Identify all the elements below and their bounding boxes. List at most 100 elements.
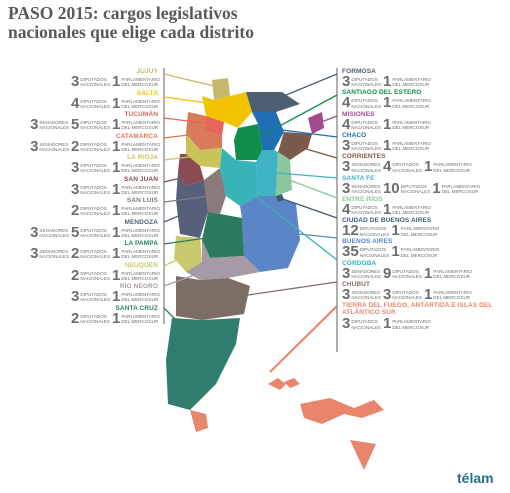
dip-number: 2 [71,309,80,327]
sen-number: 3 [30,116,39,133]
sen-label: SENADORES NACIONALES [351,268,381,280]
dip-label: DIPUTADOS NACIONALES [351,140,381,152]
province-name: SANTA FE [342,174,375,182]
par-count: 1 PARLAMENTARIO DEL MERCOSUR [383,74,431,90]
province-entry-left-5: SAN JUAN 3 DIPUTADOS NACIONALES 1 PARLAMENTAR… [0,176,162,204]
dip-label: DIPUTADOS NACIONALES [351,77,381,88]
par-label: PARLAMENTARIO DEL MERCOSUR [433,162,472,173]
sen-count: 3 SENADORES NACIONALES [30,224,69,241]
province-name: BUENOS AIRES [342,238,393,246]
par-number: 1 [112,288,121,305]
dip-number: 3 [342,73,351,90]
par-number: 1 [112,223,121,241]
dip-count: 3 DIPUTADOS NACIONALES [71,74,110,90]
dip-label: DIPUTADOS NACIONALES [359,247,390,258]
dip-number: 35 [342,243,359,261]
dip-count: 2 DIPUTADOS NACIONALES [71,138,110,155]
province-corrientes [278,132,312,160]
par-count: 1 PARLAMENTARIO DEL MERCOSUR [423,264,472,282]
province-entry-left-4: LA RIOJA 3 DIPUTADOS NACIONALES 1 PARLAMENTAR… [0,154,162,182]
province-name: SANTA CRUZ [115,304,158,312]
dip-count: 9 DIPUTADOS NACIONALES [383,265,422,282]
par-number: 1 [382,94,392,112]
dip-number: 4 [382,158,392,176]
province-entry-right-6: ENTRE RÍOS 4 DIPUTADOS NACIONALES 1 PARLAMENT… [342,196,507,224]
par-number: 1 [112,94,121,112]
province-san-juan [178,154,204,186]
par-number: 1 [391,243,400,261]
dip-label: DIPUTADOS NACIONALES [80,98,111,109]
par-label: PARLAMENTARIO DEL MERCOSUR [433,290,472,301]
dip-count: 4 DIPUTADOS NACIONALES [342,116,381,133]
dip-label: DIPUTADOS NACIONALES [351,119,381,130]
dip-number: 2 [71,202,80,219]
par-label: PARLAMENTARIO DEL MERCOSUR [392,204,431,216]
dip-number: 3 [71,288,80,305]
province-name: SAN LUIS [126,197,158,204]
province-san-luis [204,168,226,214]
par-count: 1 PARLAMENTARIO DEL MERCOSUR [112,74,160,90]
dip-count: 5 DIPUTADOS NACIONALES [71,224,110,241]
dip-label: DIPUTADOS NACIONALES [351,98,381,109]
par-count: 1 PARLAMENTARIO DEL MERCOSUR [112,137,160,155]
sen-label: SENADORES NACIONALES [39,249,70,260]
par-label: PARLAMENTARIO DEL MERCOSUR [121,206,160,217]
province-buenos-aires [240,196,300,272]
par-label: PARLAMENTARIO DEL MERCOSUR [121,249,160,260]
par-number: 1 [112,180,121,198]
sen-count: 3 SENADORES NACIONALES [342,287,381,303]
dip-count: 12 DIPUTADOS NACIONALES [342,223,389,239]
province-entry-right-4: CORRIENTES 3 SENADORES NACIONALES 4 DIPUTADOS… [342,153,507,181]
par-number: 1 [112,309,121,327]
par-count: 1 PARLAMENTARIO DEL MERCOSUR [112,309,160,327]
par-number: 1 [391,222,400,240]
province-name: SANTIAGO DEL ESTERO [342,89,422,97]
dip-label: DIPUTADOS NACIONALES [80,77,111,88]
dip-count: 3 DIPUTADOS NACIONALES [383,287,422,303]
province-entry-right-9: CÓRDOBA 3 SENADORES NACIONALES 9 DIPUTADOS NAC… [342,260,507,288]
province-santiago-del-estero [234,124,262,160]
par-count: 1 PARLAMENTARIO DEL MERCOSUR [112,289,160,305]
dip-number: 10 [382,179,400,197]
province-cordoba [220,148,258,206]
province-name: LA RIOJA [127,154,158,161]
dip-label: DIPUTADOS NACIONALES [400,183,431,194]
dip-label: DIPUTADOS NACIONALES [80,163,111,174]
sen-number: 3 [30,245,39,262]
par-count: 1 PARLAMENTARIO DEL MERCOSUR [112,160,160,176]
par-count: 1 PARLAMENTARIO DEL MERCOSUR [383,116,431,133]
par-label: PARLAMENTARIO DEL MERCOSUR [441,183,481,194]
sen-count: 3 SENADORES NACIONALES [30,246,69,262]
province-entry-left-6: SAN LUIS 2 DIPUTADOS NACIONALES 1 PARLAMENTAR… [0,197,162,225]
dip-count: 2 DIPUTADOS NACIONALES [71,309,110,327]
dip-count: 35 DIPUTADOS NACIONALES [342,244,389,260]
par-number: 1 [112,137,121,155]
par-label: PARLAMENTARIO DEL MERCOSUR [433,268,472,280]
par-number: 1 [382,200,392,218]
province-la-rioja [186,134,222,168]
dip-count: 3 DIPUTADOS NACIONALES [71,289,110,305]
par-count: 1 PARLAMENTARIO DEL MERCOSUR [112,223,160,241]
sen-label: SENADORES NACIONALES [351,290,381,301]
dip-label: DIPUTADOS NACIONALES [80,249,111,260]
dip-number: 3 [71,180,80,198]
par-number: 1 [423,286,433,303]
par-number: 1 [423,264,433,282]
dip-number: 3 [382,286,392,303]
par-count: 1 PARLAMENTARIO DEL MERCOSUR [112,180,160,198]
dip-count: 2 DIPUTADOS NACIONALES [71,203,110,219]
par-number: 1 [382,315,392,333]
dip-count: 3 DIPUTADOS NACIONALES [342,74,381,90]
par-label: PARLAMENTARIO DEL MERCOSUR [121,98,160,109]
province-entry-left-2: TUCUMÁN 3 SENADORES NACIONALES 5 DIPUTADOS NAC… [0,111,162,139]
par-count: 1 PARLAMENTARIO DEL MERCOSUR [112,117,160,133]
province-mendoza [176,172,208,238]
dip-label: DIPUTADOS NACIONALES [80,206,111,217]
antarctica-sector [300,398,384,470]
province-name: SALTA [136,89,158,97]
dip-label: DIPUTADOS NACIONALES [80,184,111,195]
dip-count: 3 DIPUTADOS NACIONALES [342,316,381,332]
dip-label: DIPUTADOS NACIONALES [392,290,422,301]
sen-label: SENADORES NACIONALES [351,162,381,173]
province-name: FORMOSA [342,68,376,75]
